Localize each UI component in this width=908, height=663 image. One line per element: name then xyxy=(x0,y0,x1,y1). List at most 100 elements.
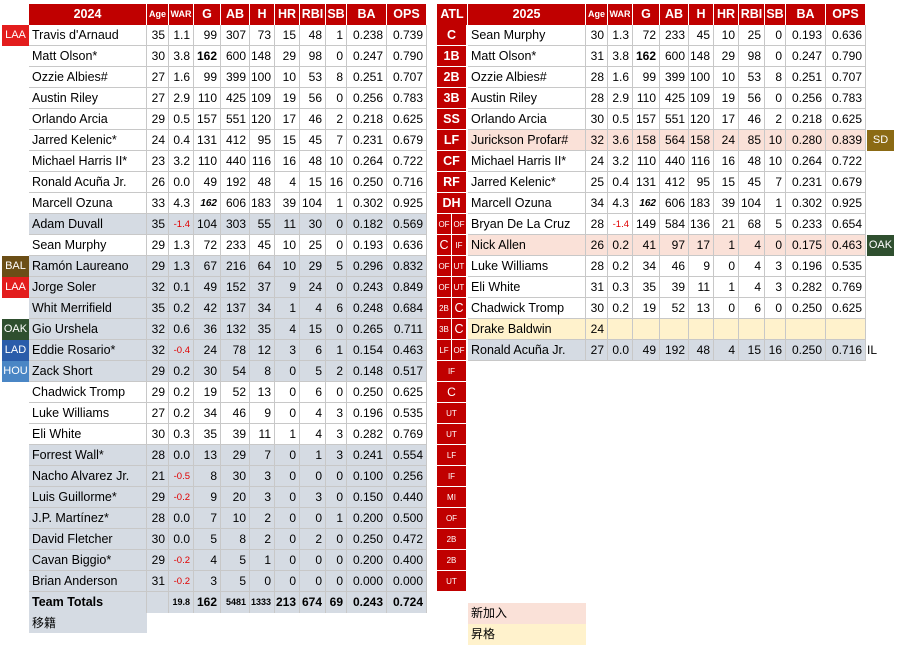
left-player-row: Marcell Ozuna 33 4.3 162 606 183 39 104 1 0.302 0.… xyxy=(29,193,427,214)
position-label-to: OF xyxy=(452,214,466,235)
left-cell-ab: 20 xyxy=(221,487,250,508)
left-cell-ab: 78 xyxy=(221,340,250,361)
right-cell-ab: 97 xyxy=(660,235,689,256)
left-cell-ba: 0.000 xyxy=(347,571,387,592)
right-cell-hr: 19 xyxy=(714,88,739,109)
left-cell-g: 42 xyxy=(194,298,221,319)
right-player-row: Sean Murphy 30 1.3 72 233 45 10 25 0 0.193 0.636 xyxy=(468,25,866,46)
left-cell-ops: 0.569 xyxy=(387,214,427,235)
left-cell-rbi: 53 xyxy=(300,67,326,88)
left-cell-war: 0.2 xyxy=(169,403,194,424)
left-cell-name: Gio Urshela xyxy=(29,319,147,340)
left-cell-g: 162 xyxy=(194,46,221,67)
left-cell-h: 148 xyxy=(250,46,275,67)
left-cell-h: 12 xyxy=(250,340,275,361)
right-header-hr: HR xyxy=(714,4,738,25)
right-cell-name: Austin Riley xyxy=(468,88,586,109)
left-cell-name: David Fletcher xyxy=(29,529,147,550)
right-header-g: G xyxy=(633,4,659,25)
left-cell-sb: 0 xyxy=(326,382,347,403)
right-cell-ops: 0.769 xyxy=(826,277,866,298)
right-cell-g: 41 xyxy=(633,235,660,256)
left-cell-h: 35 xyxy=(250,319,275,340)
left-cell-name: Jorge Soler xyxy=(29,277,147,298)
right-header-rbi: RBI xyxy=(739,4,764,25)
right-cell-rbi: 6 xyxy=(739,298,765,319)
position-label: 2B xyxy=(437,550,466,571)
right-cell-name: Nick Allen xyxy=(468,235,586,256)
left-cell-hr: 19 xyxy=(275,88,300,109)
position-label: CF xyxy=(437,151,466,172)
left-cell-sb: 0 xyxy=(326,529,347,550)
left-cell-name: Whit Merrifield xyxy=(29,298,147,319)
left-cell-ba: 0.200 xyxy=(347,550,387,571)
right-cell-h: 17 xyxy=(689,235,714,256)
left-cell-h: 116 xyxy=(250,151,275,172)
position-label: 3B xyxy=(437,88,466,109)
left-header-age: Age xyxy=(147,4,168,25)
left-cell-age: 32 xyxy=(147,319,169,340)
left-cell-ab: 54 xyxy=(221,361,250,382)
left-cell-rbi: 4 xyxy=(300,403,326,424)
left-cell-age: 31 xyxy=(147,571,169,592)
right-cell-h: 158 xyxy=(689,130,714,151)
left-cell-rbi: 0 xyxy=(300,571,326,592)
right-cell-sb: 10 xyxy=(765,130,786,151)
left-team-tag: LAA xyxy=(2,25,29,46)
left-cell-sb: 0 xyxy=(326,88,347,109)
right-cell-g: 162 xyxy=(633,193,660,214)
right-cell-hr: 16 xyxy=(714,151,739,172)
position-label: 2B xyxy=(437,529,466,550)
right-player-row: Bryan De La Cruz 28 -1.4 149 584 136 21 68 5 0.23… xyxy=(468,214,866,235)
left-cell-rbi: 15 xyxy=(300,319,326,340)
right-cell-ba: 0.280 xyxy=(786,130,826,151)
right-cell-name: Chadwick Tromp xyxy=(468,298,586,319)
left-cell-war: 3.2 xyxy=(169,151,194,172)
right-cell-hr: 24 xyxy=(714,130,739,151)
left-cell-ab: 399 xyxy=(221,67,250,88)
left-cell-g: 162 xyxy=(194,193,221,214)
position-label-from: 2B xyxy=(437,298,451,319)
right-cell-war: 0.0 xyxy=(608,340,633,361)
left-cell-name: Ronald Acuña Jr. xyxy=(29,172,147,193)
right-cell-rbi: 4 xyxy=(739,256,765,277)
team-totals-row: Team Totals 19.8 162 5481 1333 213 674 69 0.243 0… xyxy=(29,592,427,613)
left-cell-g: 4 xyxy=(194,550,221,571)
left-cell-hr: 0 xyxy=(275,445,300,466)
left-cell-ops: 0.400 xyxy=(387,550,427,571)
right-cell-hr xyxy=(714,319,739,340)
left-player-row: Jorge Soler 32 0.1 49 152 37 9 24 0 0.243 0.849 xyxy=(29,277,427,298)
right-cell-ab: 440 xyxy=(660,151,689,172)
left-cell-g: 35 xyxy=(194,424,221,445)
left-cell-ab: 52 xyxy=(221,382,250,403)
left-cell-h: 8 xyxy=(250,361,275,382)
left-cell-hr: 29 xyxy=(275,46,300,67)
left-cell-rbi: 3 xyxy=(300,487,326,508)
left-player-row: Luke Williams 27 0.2 34 46 9 0 4 3 0.196 0.535 xyxy=(29,403,427,424)
left-cell-age: 35 xyxy=(147,214,169,235)
totals-cell-hr: 213 xyxy=(275,592,300,613)
left-cell-rbi: 48 xyxy=(300,25,326,46)
left-cell-ab: 412 xyxy=(221,130,250,151)
left-cell-rbi: 1 xyxy=(300,445,326,466)
left-cell-age: 29 xyxy=(147,382,169,403)
left-cell-war: 0.2 xyxy=(169,382,194,403)
left-cell-rbi: 98 xyxy=(300,46,326,67)
right-cell-ba: 0.256 xyxy=(786,88,826,109)
left-cell-war: 0.2 xyxy=(169,361,194,382)
position-label-to: C xyxy=(452,319,466,340)
left-cell-hr: 15 xyxy=(275,130,300,151)
left-cell-g: 3 xyxy=(194,571,221,592)
right-player-row: Ronald Acuña Jr. 27 0.0 49 192 48 4 15 16 0.250 0.… xyxy=(468,340,866,361)
left-player-row: Ramón Laureano 29 1.3 67 216 64 10 29 5 0.296 0.83… xyxy=(29,256,427,277)
left-player-row: Eli White 30 0.3 35 39 11 1 4 3 0.282 0.769 xyxy=(29,424,427,445)
right-new-team-tag: SD xyxy=(867,130,894,151)
right-cell-ba xyxy=(786,319,826,340)
right-header-ba: BA xyxy=(786,4,825,25)
left-cell-war: -1.4 xyxy=(169,214,194,235)
right-player-row: Orlando Arcia 30 0.5 157 551 120 17 46 2 0.218 0.6… xyxy=(468,109,866,130)
left-cell-hr: 11 xyxy=(275,214,300,235)
right-cell-ops: 0.925 xyxy=(826,193,866,214)
right-cell-rbi: 104 xyxy=(739,193,765,214)
right-cell-ab: 399 xyxy=(660,67,689,88)
